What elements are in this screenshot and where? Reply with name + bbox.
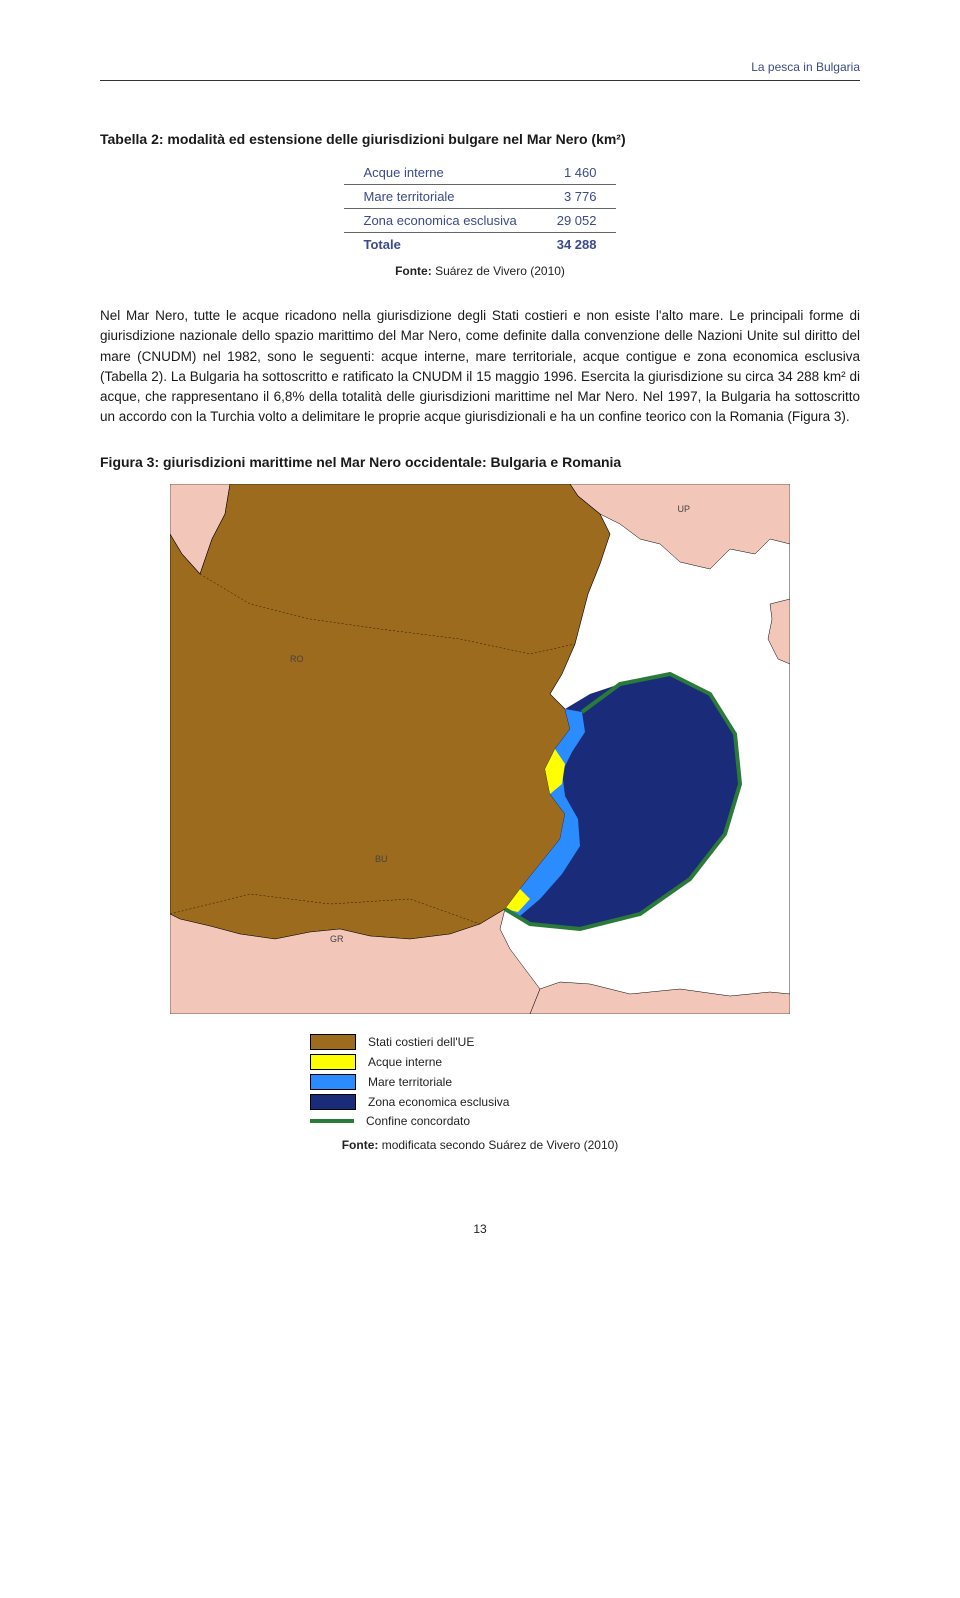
legend-swatch [310, 1094, 356, 1110]
table-cell-label: Acque interne [344, 161, 537, 185]
table-row-total: Totale 34 288 [344, 233, 617, 257]
legend-item: Mare territoriale [310, 1074, 650, 1090]
map-label-gr: GR [330, 934, 344, 944]
header-rule [100, 80, 860, 81]
table-cell-value: 3 776 [537, 185, 617, 209]
figure-title: Figura 3: giurisdizioni marittime nel Ma… [100, 454, 860, 470]
legend-swatch [310, 1074, 356, 1090]
map-svg [170, 484, 790, 1014]
table-row: Zona economica esclusiva 29 052 [344, 209, 617, 233]
source-label: Fonte: [395, 264, 432, 278]
legend-label: Mare territoriale [368, 1075, 452, 1089]
table-row: Mare territoriale 3 776 [344, 185, 617, 209]
table-cell-label: Zona economica esclusiva [344, 209, 537, 233]
legend-item: Stati costieri dell'UE [310, 1034, 650, 1050]
table-cell-value: 34 288 [537, 233, 617, 257]
map-label-up: UP [677, 504, 690, 514]
table-row: Acque interne 1 460 [344, 161, 617, 185]
table-cell-label: Totale [344, 233, 537, 257]
source-label: Fonte: [342, 1138, 379, 1152]
body-paragraph: Nel Mar Nero, tutte le acque ricadono ne… [100, 306, 860, 428]
legend-label: Acque interne [368, 1055, 442, 1069]
legend-label: Stati costieri dell'UE [368, 1035, 474, 1049]
legend-label: Confine concordato [366, 1114, 470, 1128]
jurisdiction-table: Acque interne 1 460 Mare territoriale 3 … [344, 161, 617, 256]
table-cell-value: 29 052 [537, 209, 617, 233]
page-number: 13 [100, 1222, 860, 1236]
legend-item: Acque interne [310, 1054, 650, 1070]
legend-swatch [310, 1054, 356, 1070]
legend-item: Zona economica esclusiva [310, 1094, 650, 1110]
page-header: La pesca in Bulgaria [100, 60, 860, 74]
figure-legend: Stati costieri dell'UE Acque interne Mar… [310, 1034, 650, 1128]
table-title: Tabella 2: modalità ed estensione delle … [100, 131, 860, 147]
table-cell-label: Mare territoriale [344, 185, 537, 209]
table-source: Fonte: Suárez de Vivero (2010) [100, 264, 860, 278]
source-text: Suárez de Vivero (2010) [435, 264, 565, 278]
map-label-ro: RO [290, 654, 304, 664]
legend-item: Confine concordato [310, 1114, 650, 1128]
figure-source: Fonte: modificata secondo Suárez de Vive… [100, 1138, 860, 1152]
source-text: modificata secondo Suárez de Vivero (201… [382, 1138, 619, 1152]
map-figure: UP RO BU GR [170, 484, 790, 1014]
map-label-bu: BU [375, 854, 388, 864]
table-cell-value: 1 460 [537, 161, 617, 185]
legend-swatch [310, 1034, 356, 1050]
legend-label: Zona economica esclusiva [368, 1095, 509, 1109]
legend-line [310, 1119, 354, 1123]
